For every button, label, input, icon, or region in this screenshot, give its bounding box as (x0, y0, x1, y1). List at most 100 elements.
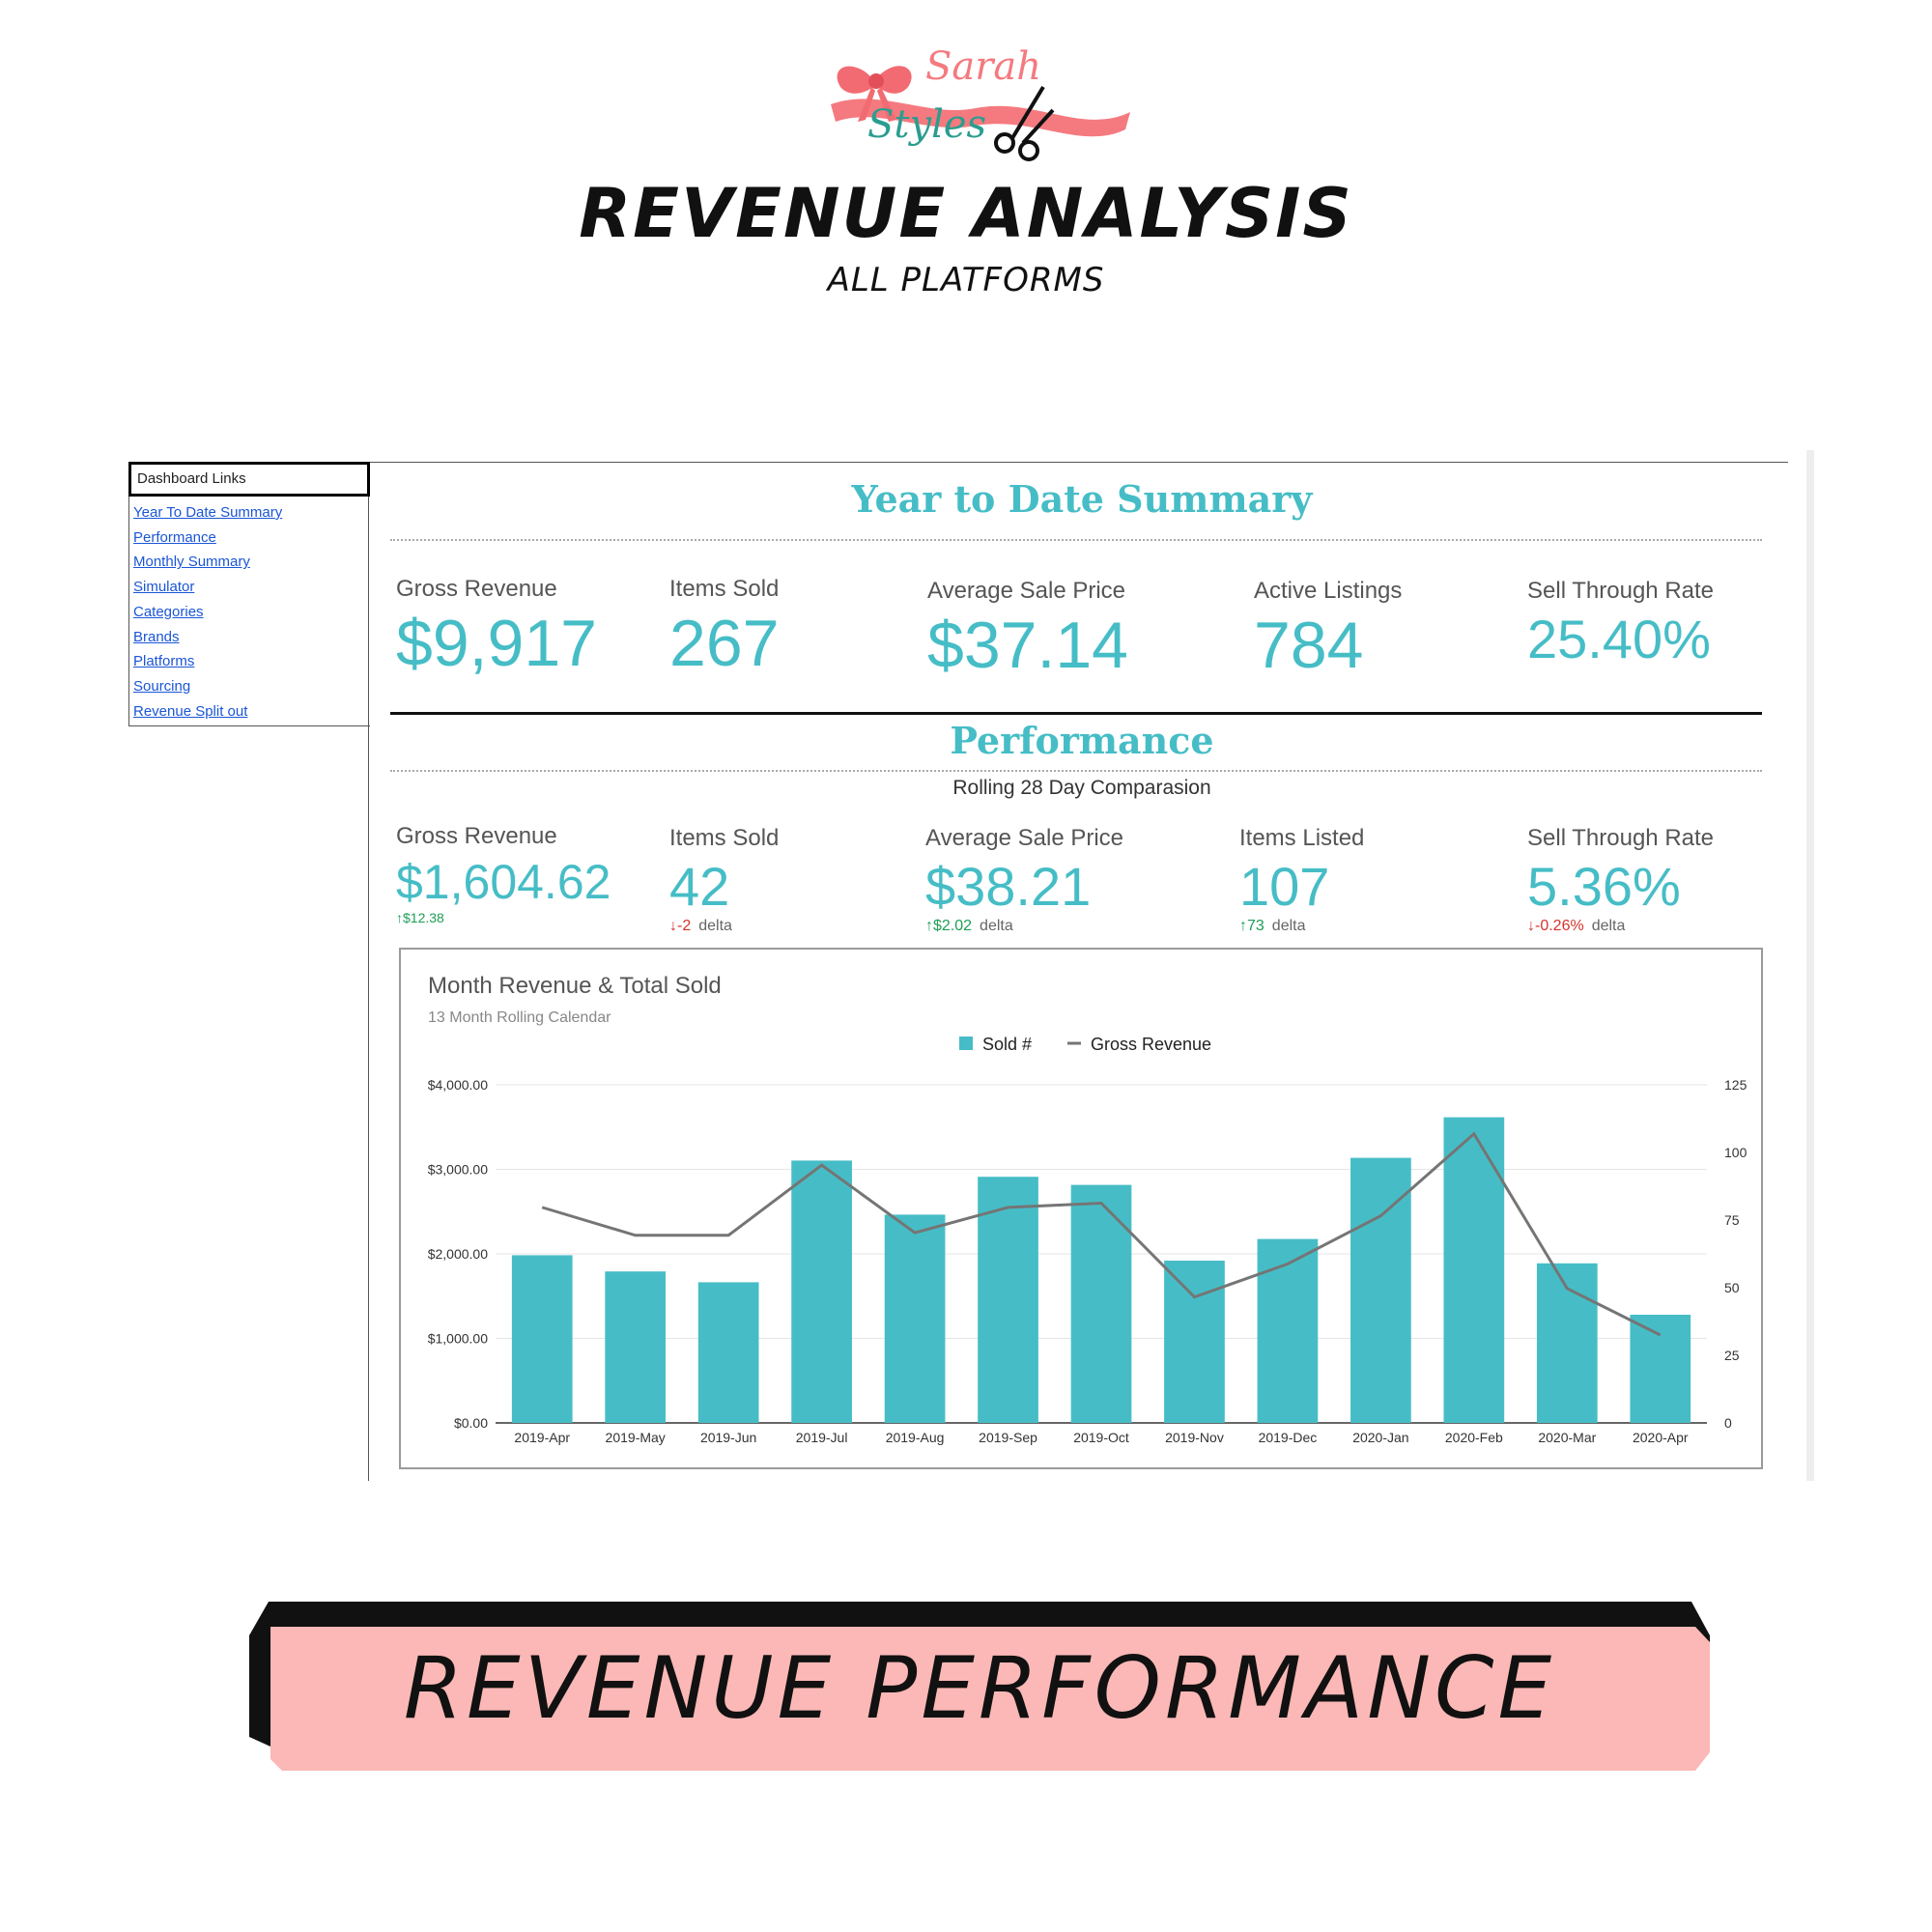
brand-logo: Sarah Styles (811, 29, 1140, 164)
left-axis-tick-label: $0.00 (454, 1415, 488, 1431)
kpi-label: Items Sold (669, 825, 780, 851)
revenue-chart: Month Revenue & Total Sold 13 Month Roll… (399, 948, 1763, 1469)
perf-kpi-average-sale-price: Average Sale Price $38.21 ↑$2.02 delta (925, 825, 1123, 935)
page-title: REVENUE ANALYSIS (579, 174, 1353, 253)
bar-sold (1070, 1184, 1132, 1423)
performance-dotted-divider (390, 770, 1762, 772)
x-axis-tick-label: 2019-Apr (514, 1430, 570, 1445)
kpi-label: Sell Through Rate (1527, 825, 1715, 851)
ytd-kpi-gross-revenue: Gross Revenue $9,917 (396, 576, 597, 676)
kpi-delta-value: 73 (1247, 918, 1264, 934)
brand-logo-line2: Styles (867, 102, 986, 147)
x-axis-tick-label: 2020-Mar (1538, 1430, 1596, 1445)
kpi-delta: ↓-0.26% delta (1527, 918, 1714, 935)
sidebar-link-revenue-split-out[interactable]: Revenue Split out (133, 702, 248, 720)
x-axis-tick-label: 2019-Jul (796, 1430, 848, 1445)
chart-title: Month Revenue & Total Sold (428, 973, 722, 999)
section-separator (390, 712, 1762, 715)
sidebar-link-brands[interactable]: Brands (133, 628, 180, 645)
sidebar-link-platforms[interactable]: Platforms (133, 653, 195, 670)
bar-sold (1257, 1238, 1319, 1423)
dashboard-top-border (368, 462, 1788, 463)
bar-sold (884, 1214, 946, 1423)
legend-swatch-sold (959, 1037, 973, 1050)
kpi-value: 5.36% (1527, 856, 1681, 917)
legend-label-sold: Sold # (982, 1035, 1032, 1054)
performance-subtitle: Rolling 28 Day Comparasion (952, 777, 1211, 799)
dashboard-divider (368, 462, 369, 1481)
bar-sold (978, 1177, 1038, 1423)
kpi-delta-value: $2.02 (933, 918, 973, 934)
x-axis-tick-label: 2019-May (606, 1430, 666, 1445)
dashboard-links-sidebar: Dashboard Links Year To Date Summary Per… (128, 462, 370, 727)
right-axis-tick-label: 75 (1724, 1212, 1740, 1228)
page-subtitle: ALL PLATFORMS (827, 261, 1105, 299)
kpi-value: $9,917 (396, 607, 597, 680)
ytd-kpi-average-sale-price: Average Sale Price $37.14 (927, 578, 1128, 678)
section-banner: REVENUE PERFORMANCE (249, 1602, 1710, 1771)
kpi-delta-word: delta (698, 918, 732, 934)
sidebar-link-simulator[interactable]: Simulator (133, 579, 195, 596)
perf-kpi-items-listed: Items Listed 107 ↑73 delta (1239, 825, 1364, 935)
sidebar-link-performance[interactable]: Performance (133, 528, 216, 546)
bar-sold (1164, 1261, 1225, 1423)
x-axis-tick-label: 2019-Dec (1259, 1430, 1318, 1445)
sidebar-link-monthly-summary[interactable]: Monthly Summary (133, 554, 250, 571)
kpi-value: 784 (1254, 609, 1364, 682)
x-axis-tick-label: 2019-Nov (1165, 1430, 1224, 1445)
left-axis-tick-label: $2,000.00 (428, 1246, 488, 1262)
bar-sold (1443, 1117, 1505, 1423)
kpi-value: 107 (1239, 856, 1330, 917)
dashboard-right-edge (1806, 450, 1814, 1481)
x-axis-tick-label: 2019-Sep (979, 1430, 1037, 1445)
banner-shape (249, 1602, 1710, 1771)
arrow-up-icon: ↑ (396, 910, 403, 925)
bar-sold (605, 1271, 667, 1423)
kpi-label: Items Sold (669, 576, 780, 602)
right-axis-tick-label: 125 (1724, 1077, 1747, 1093)
x-axis-tick-label: 2020-Jan (1352, 1430, 1408, 1445)
kpi-label: Gross Revenue (396, 823, 557, 849)
x-axis-tick-label: 2019-Jun (700, 1430, 756, 1445)
bar-sold (1630, 1315, 1691, 1423)
banner-text: REVENUE PERFORMANCE (403, 1638, 1556, 1738)
legend-label-gross-revenue: Gross Revenue (1091, 1035, 1211, 1054)
sidebar-link-categories[interactable]: Categories (133, 603, 204, 620)
x-axis-tick-label: 2020-Feb (1445, 1430, 1503, 1445)
arrow-up-icon: ↑ (1239, 918, 1247, 934)
right-axis-tick-label: 0 (1724, 1415, 1732, 1431)
kpi-delta-word: delta (1591, 918, 1626, 934)
right-axis-tick-label: 25 (1724, 1348, 1740, 1363)
sidebar-link-sourcing[interactable]: Sourcing (133, 677, 191, 695)
kpi-value: $37.14 (927, 609, 1128, 682)
arrow-down-icon: ↓ (669, 918, 677, 934)
kpi-delta: ↓-2 delta (669, 918, 779, 935)
kpi-delta-value: -2 (677, 918, 692, 934)
chart-canvas: $0.00 $1,000.00 $2,000.00 $3,000.00 $4,000.0… (428, 1035, 1747, 1445)
kpi-label: Sell Through Rate (1527, 578, 1715, 604)
x-axis-tick-label: 2019-Aug (886, 1430, 945, 1445)
sidebar-title: Dashboard Links (128, 462, 370, 497)
x-axis-tick-label: 2019-Oct (1073, 1430, 1129, 1445)
sidebar-link-year-to-date-summary[interactable]: Year To Date Summary (133, 504, 283, 521)
kpi-value: 267 (669, 607, 780, 680)
ytd-kpi-sell-through-rate: Sell Through Rate 25.40% (1527, 578, 1714, 667)
kpi-label: Gross Revenue (396, 576, 557, 602)
ytd-section-title: Year to Date Summary (851, 477, 1313, 521)
ytd-kpi-items-sold: Items Sold 267 (669, 576, 779, 676)
kpi-value: $1,604.62 (396, 855, 611, 909)
ytd-kpi-active-listings: Active Listings 784 (1254, 578, 1402, 678)
left-axis-tick-label: $1,000.00 (428, 1331, 488, 1347)
kpi-delta-word: delta (1271, 918, 1306, 934)
kpi-delta-value: -0.26% (1535, 918, 1584, 934)
kpi-delta-value: $12.38 (403, 910, 444, 925)
x-axis-tick-label: 2020-Apr (1633, 1430, 1689, 1445)
kpi-value: 42 (669, 856, 730, 917)
bar-sold (1350, 1157, 1411, 1423)
performance-section-title: Performance (950, 719, 1214, 762)
kpi-label: Average Sale Price (925, 825, 1124, 851)
bar-sold (511, 1255, 573, 1423)
perf-kpi-sell-through-rate: Sell Through Rate 5.36% ↓-0.26% delta (1527, 825, 1714, 935)
bar-sold (697, 1282, 759, 1423)
right-axis-tick-label: 100 (1724, 1145, 1747, 1160)
